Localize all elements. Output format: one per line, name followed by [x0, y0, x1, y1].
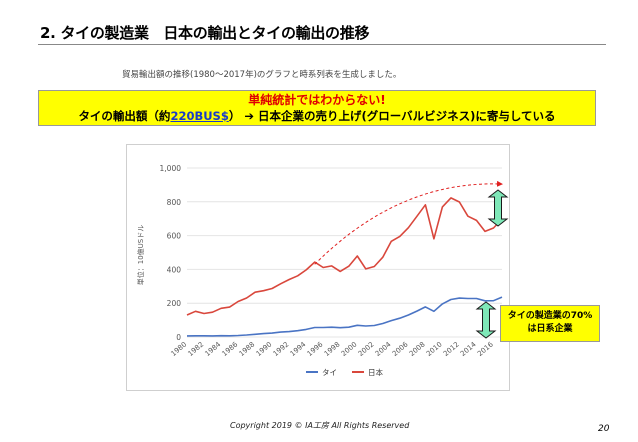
x-axis-ticks: 1980198219841986198819901992199419961998…	[169, 340, 495, 358]
x-tick-label: 2004	[374, 340, 393, 358]
chart-frame	[126, 144, 510, 391]
x-tick-label: 1982	[187, 340, 206, 358]
title-underline	[38, 44, 606, 45]
x-tick-label: 2014	[459, 340, 478, 358]
x-tick-label: 1980	[169, 340, 188, 358]
page-title: 2. タイの製造業 日本の輸出とタイの輸出の推移	[40, 24, 370, 42]
note-line-2: は日系企業	[527, 324, 573, 334]
y-tick-label: 800	[167, 198, 182, 207]
x-tick-label: 2002	[357, 340, 376, 358]
chart-annotations	[314, 180, 503, 265]
note-line-1: タイの製造業の70%	[507, 311, 593, 321]
x-tick-label: 2006	[391, 340, 410, 358]
double-arrows	[475, 189, 509, 339]
x-tick-label: 1998	[323, 340, 342, 358]
x-tick-label: 1994	[289, 340, 308, 358]
x-tick-label: 1988	[238, 340, 257, 358]
legend-label: タイ	[322, 368, 337, 377]
chart-grid	[187, 167, 502, 338]
callout-body-post: ） ➔ 日本企業の売り上げ(グローバルビジネス)に寄与している	[228, 109, 556, 123]
x-tick-label: 2016	[476, 340, 495, 358]
double-arrow-icon	[487, 189, 509, 227]
series-line	[186, 296, 503, 337]
y-tick-label: 0	[176, 333, 181, 342]
callout-headline: 単純統計ではわからない!	[248, 93, 386, 107]
x-tick-label: 1990	[255, 340, 274, 358]
y-tick-label: 400	[167, 265, 182, 274]
chart-legend: タイ 日本	[306, 367, 383, 377]
y-tick-label: 600	[167, 232, 182, 241]
callout-body: タイの輸出額（約220BUS$） ➔ 日本企業の売り上げ(グローバルビジネス)に…	[39, 108, 595, 124]
double-arrow-icon	[475, 301, 497, 339]
chart-caption: 貿易輸出額の推移(1980〜2017年)のグラフと時系列表を生成しました。	[122, 70, 402, 80]
callout-body-pre: タイの輸出額（約	[78, 109, 171, 123]
x-tick-label: 1986	[221, 340, 240, 358]
copyright-footer: Copyright 2019 © IA工房 All Rights Reserve…	[230, 421, 410, 430]
y-axis-label: 単位：10億USドル	[136, 225, 145, 285]
x-tick-label: 2000	[340, 340, 359, 358]
legend-label: 日本	[368, 367, 383, 377]
series-line	[186, 197, 503, 316]
x-tick-label: 2012	[442, 340, 461, 358]
x-tick-label: 1984	[204, 340, 223, 358]
x-tick-label: 2008	[408, 340, 427, 358]
note-box: タイの製造業の70% は日系企業	[500, 305, 600, 342]
page-number: 20	[598, 424, 610, 434]
y-axis-ticks: 0 200 400 600 800 1,000	[160, 164, 182, 342]
x-tick-label: 1992	[272, 340, 291, 358]
x-tick-label: 1996	[306, 340, 325, 358]
dashed-trend-arrow	[314, 180, 503, 265]
callout-highlight: 220BUS$	[170, 109, 229, 123]
y-tick-label: 1,000	[160, 164, 182, 173]
x-tick-label: 2010	[425, 340, 444, 358]
chart-series	[186, 197, 503, 337]
y-tick-label: 200	[167, 299, 182, 308]
callout-box: 単純統計ではわからない! タイの輸出額（約220BUS$） ➔ 日本企業の売り上…	[38, 90, 596, 126]
